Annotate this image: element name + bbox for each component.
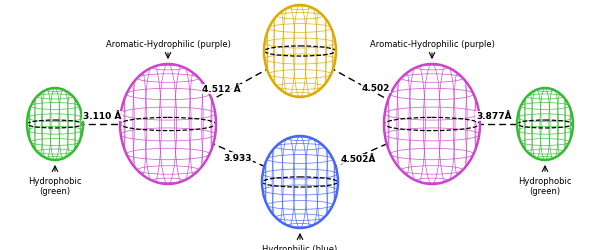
Text: Hydrophilic (blue): Hydrophilic (blue) <box>262 244 338 250</box>
Ellipse shape <box>120 65 216 184</box>
Text: 4.502: 4.502 <box>362 84 390 93</box>
Ellipse shape <box>384 65 480 184</box>
Text: 3.933: 3.933 <box>223 154 251 163</box>
Text: Hydrophobic
(green): Hydrophobic (green) <box>28 176 82 196</box>
Ellipse shape <box>262 136 338 228</box>
Text: 3.877Å: 3.877Å <box>476 112 512 121</box>
Text: 4.512 Å: 4.512 Å <box>202 85 241 94</box>
Ellipse shape <box>517 89 573 160</box>
Text: 3.110 Å: 3.110 Å <box>83 112 122 121</box>
Text: Aromatic-Hydrophilic (purple): Aromatic-Hydrophilic (purple) <box>106 40 230 49</box>
Text: 4.502Å: 4.502Å <box>340 155 376 164</box>
Text: Aromatic-Hydrophilic (purple): Aromatic-Hydrophilic (purple) <box>370 40 494 49</box>
Ellipse shape <box>264 6 336 98</box>
Ellipse shape <box>27 89 83 160</box>
Text: Hydrophobic
(green): Hydrophobic (green) <box>518 176 572 196</box>
